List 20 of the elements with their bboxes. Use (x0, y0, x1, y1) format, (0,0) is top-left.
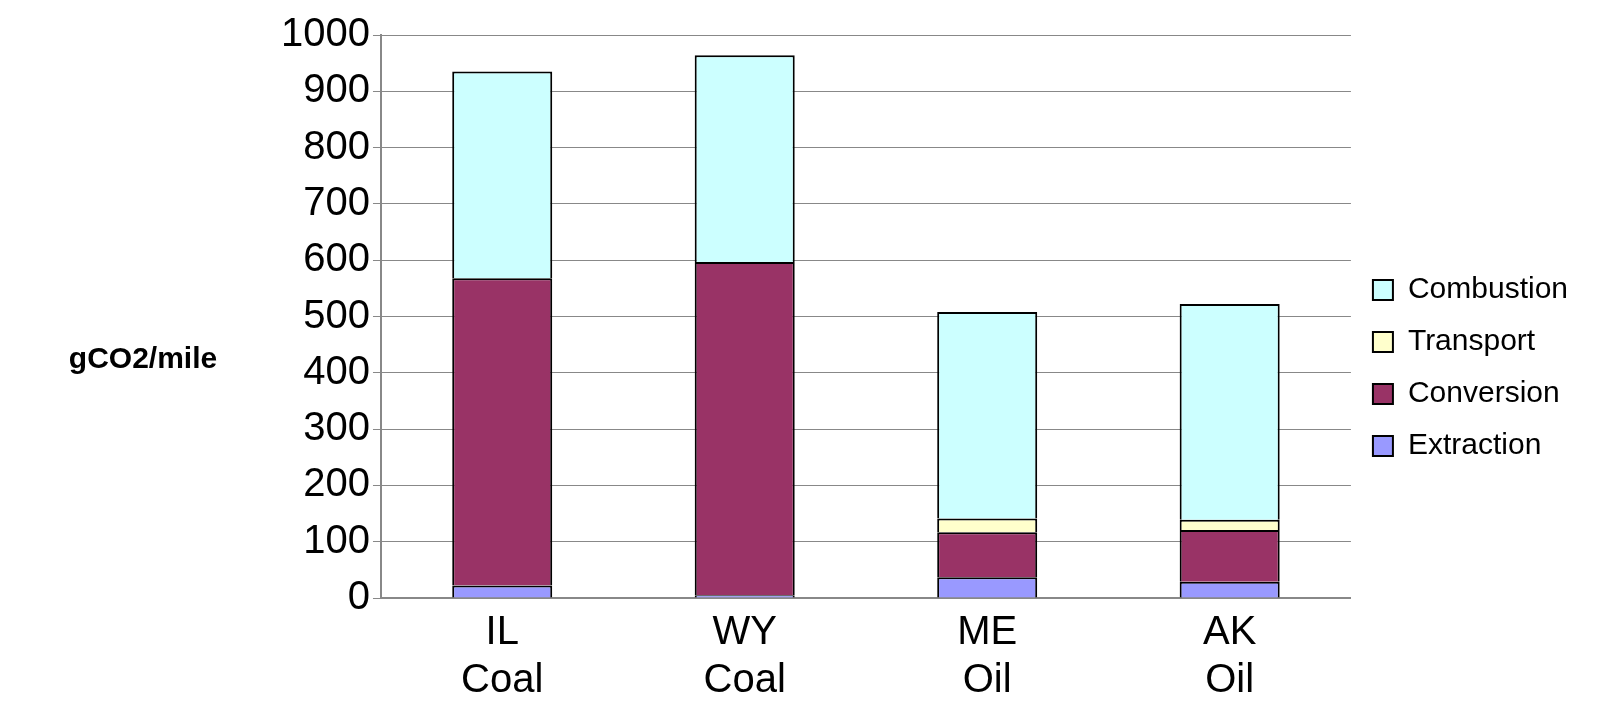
y-tick-label: 600 (303, 235, 370, 280)
y-tick-label: 800 (303, 122, 370, 167)
y-tick-label: 500 (303, 291, 370, 336)
x-tick-label: WY Coal (703, 608, 786, 701)
y-tick-label: 900 (303, 66, 370, 111)
y-tick-label: 100 (303, 516, 370, 561)
legend-label: Conversion (1407, 375, 1560, 409)
y-tick-label: 0 (347, 573, 370, 618)
y-tick-label: 300 (303, 404, 370, 449)
legend-label: Extraction (1407, 427, 1542, 461)
y-tick-label: 1000 (281, 10, 370, 55)
legend-label: Transport (1407, 323, 1536, 357)
y-axis-title: gCO2/mile (67, 341, 219, 375)
x-tick-label: ME Oil (957, 608, 1018, 701)
y-tick-label: 700 (303, 178, 370, 223)
y-tick-label: 400 (303, 347, 370, 392)
x-tick-label: AK Oil (1203, 608, 1257, 701)
y-tick-label: 200 (303, 460, 370, 505)
x-tick-label: IL Coal (461, 608, 544, 701)
legend-label: Combustion (1407, 271, 1568, 305)
